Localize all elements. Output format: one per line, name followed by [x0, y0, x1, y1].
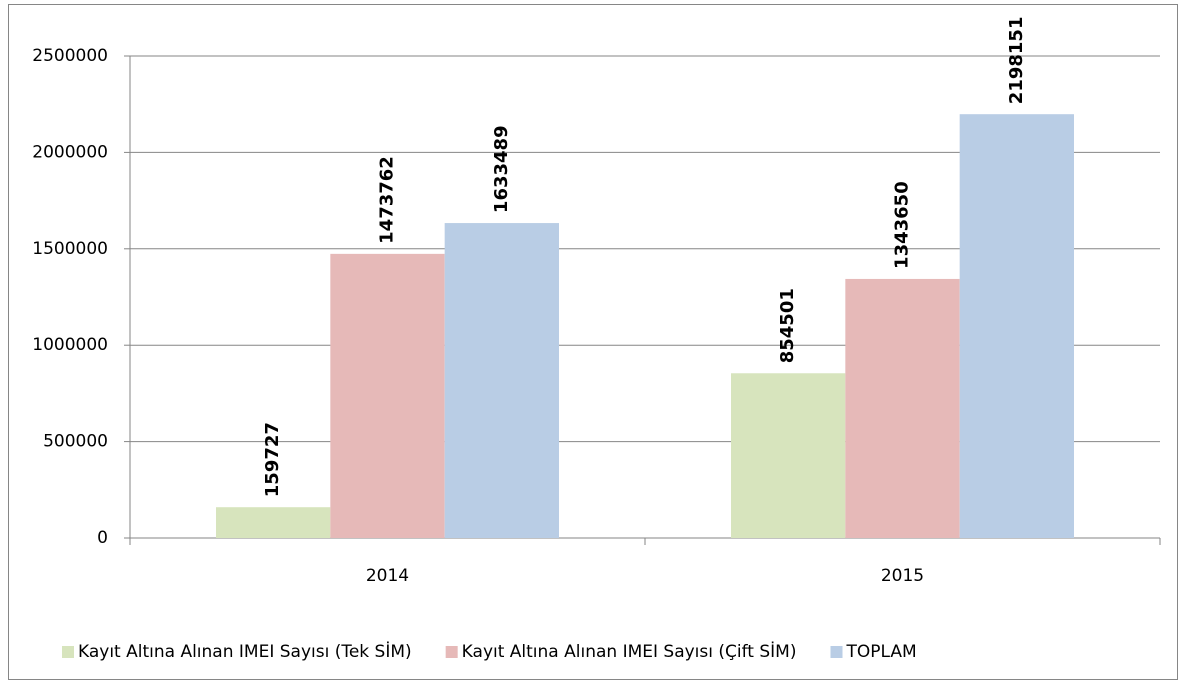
data-label: 2198151 [1006, 17, 1027, 105]
x-tick-label: 2014 [366, 566, 409, 586]
bar [444, 223, 559, 538]
y-tick-label: 1500000 [32, 239, 108, 259]
bar [216, 507, 331, 538]
legend-swatch [830, 646, 843, 658]
legend-swatch [62, 646, 74, 658]
legend-label: TOPLAM [845, 642, 916, 662]
bar [959, 114, 1074, 539]
legend-swatch [445, 646, 458, 658]
y-tick-label: 0 [97, 528, 108, 548]
x-tick-label: 2015 [881, 566, 924, 586]
data-label: 159727 [262, 422, 283, 497]
data-label: 1343650 [892, 181, 913, 269]
bar [731, 373, 846, 538]
bar [845, 278, 960, 538]
data-label: 1633489 [491, 125, 512, 213]
bar [330, 253, 445, 538]
legend-label: Kayıt Altına Alınan IMEI Sayısı (Çift Sİ… [462, 641, 797, 662]
y-tick-label: 2500000 [32, 46, 108, 66]
data-label: 1473762 [377, 156, 398, 244]
y-tick-label: 500000 [43, 432, 108, 452]
legend-label: Kayıt Altına Alınan IMEI Sayısı (Tek SİM… [78, 641, 412, 662]
y-tick-label: 2000000 [32, 142, 108, 162]
y-tick-label: 1000000 [32, 335, 108, 355]
data-label: 854501 [777, 288, 798, 363]
